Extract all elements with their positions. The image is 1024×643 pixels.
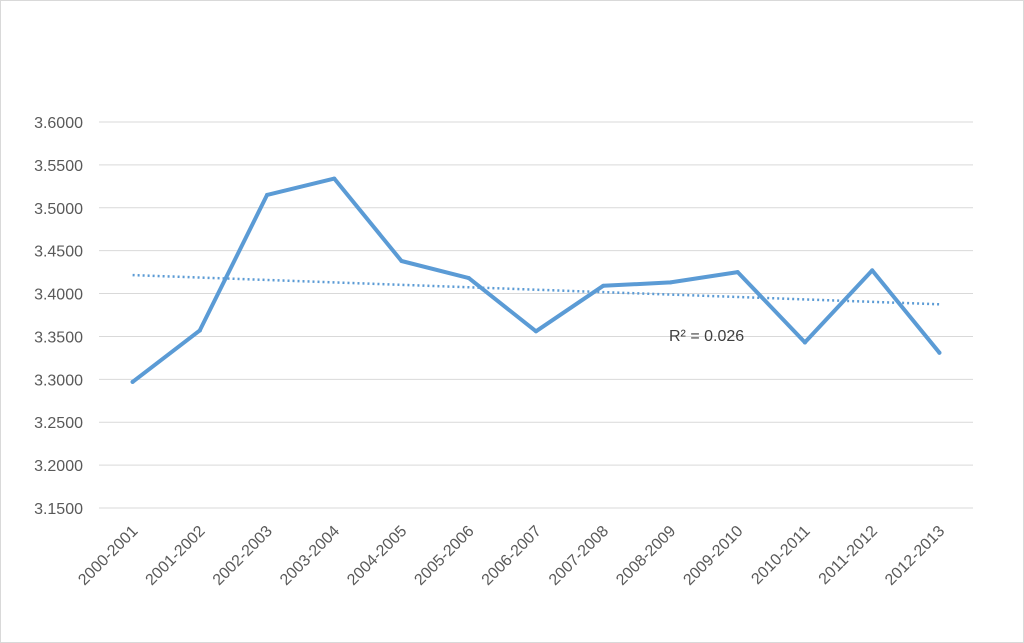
data-point: [601, 283, 606, 288]
x-tick-label: 2010-2011: [748, 523, 813, 588]
data-point: [265, 192, 270, 197]
x-tick-label: 2004-2005: [344, 523, 410, 589]
x-tick-label: 2009-2010: [680, 523, 746, 589]
x-tick-label: 2011-2012: [816, 523, 881, 588]
y-tick-label: 3.1500: [34, 501, 83, 518]
x-tick-label: 2000-2001: [75, 523, 141, 589]
series-group: [130, 176, 942, 384]
x-axis-ticks: 2000-2001 2001-2002 2002-2003 2003-2004 2004…: [75, 523, 948, 589]
data-point: [735, 270, 740, 275]
trendline: [132, 273, 940, 306]
data-point: [466, 276, 471, 281]
data-point: [668, 280, 673, 285]
x-tick-label: 2005-2006: [411, 523, 477, 589]
data-point: [332, 176, 337, 181]
y-tick-label: 3.6000: [34, 115, 83, 132]
y-axis-ticks: 3.1500 3.2000 3.2500 3.3000 3.3500 3.4000 3.45…: [34, 115, 83, 518]
y-tick-label: 3.3500: [34, 329, 83, 346]
x-tick-label: 2012-2013: [882, 523, 948, 589]
x-tick-label: 2003-2004: [277, 523, 343, 589]
x-tick-label: 2002-2003: [210, 523, 276, 589]
y-tick-label: 3.4000: [34, 287, 83, 304]
r-squared-annotation: R² = 0.026: [669, 328, 744, 345]
y-tick-label: 3.4500: [34, 244, 83, 261]
y-tick-label: 3.5000: [34, 201, 83, 218]
y-tick-label: 3.5500: [34, 158, 83, 175]
x-tick-label: 2008-2009: [613, 523, 679, 589]
y-tick-label: 3.2000: [34, 458, 83, 475]
y-tick-label: 3.3000: [34, 372, 83, 389]
data-point: [870, 268, 875, 273]
data-point: [802, 340, 807, 345]
data-point: [197, 328, 202, 333]
x-tick-label: 2001-2002: [143, 523, 209, 589]
data-point: [937, 350, 942, 355]
y-tick-label: 3.2500: [34, 415, 83, 432]
x-tick-label: 2006-2007: [479, 523, 545, 589]
x-tick-label: 2007-2008: [546, 523, 612, 589]
gridlines: [99, 121, 973, 509]
data-point: [130, 379, 135, 384]
data-point: [534, 329, 538, 334]
trendline-group: [132, 273, 940, 306]
data-point: [399, 258, 404, 263]
